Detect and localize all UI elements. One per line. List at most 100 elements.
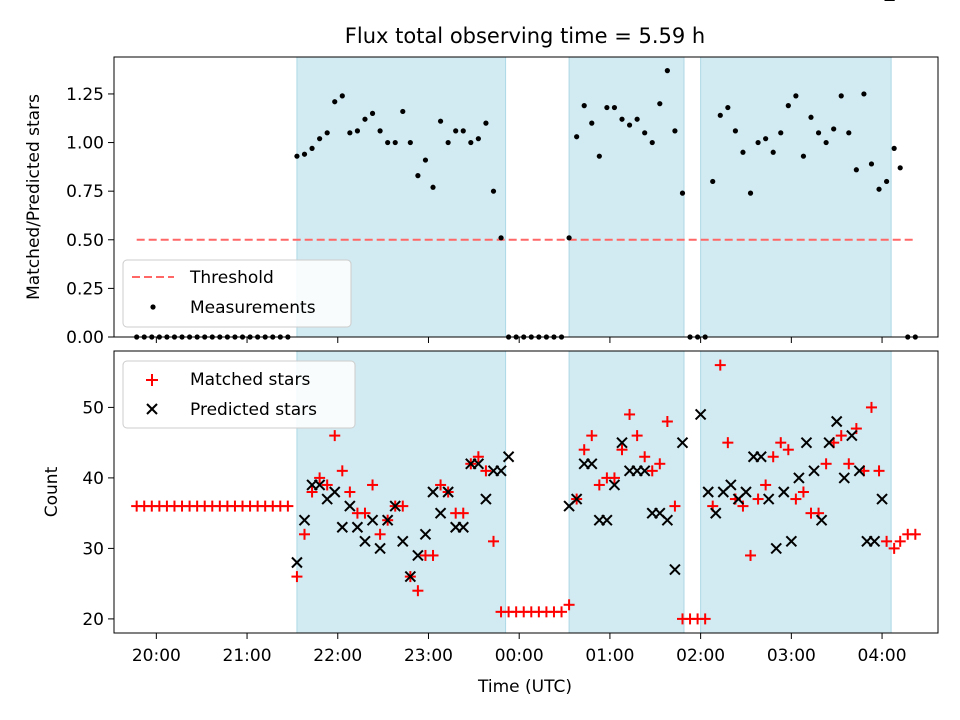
matched-star-marker bbox=[646, 465, 658, 477]
measurement-point bbox=[897, 165, 903, 171]
predicted-star-marker bbox=[366, 514, 379, 526]
measurement-point bbox=[362, 116, 368, 122]
measurement-point bbox=[861, 91, 867, 97]
top-y-tick-label: 0.50 bbox=[66, 231, 104, 251]
matched-star-marker bbox=[745, 549, 757, 561]
matched-star-marker bbox=[760, 479, 772, 491]
measurement-point bbox=[868, 161, 875, 167]
x-tick-label: 21:00 bbox=[223, 646, 272, 666]
predicted-legend-swatch bbox=[146, 403, 158, 415]
predicted-star-marker bbox=[457, 521, 469, 533]
top-y-axis-label: Matched/Predicted stars bbox=[24, 94, 44, 300]
x-tick-label: 01:00 bbox=[585, 646, 634, 666]
matched-star-marker bbox=[578, 444, 590, 456]
bottom-y-tick-label: 30 bbox=[82, 539, 104, 559]
matched-star-marker bbox=[865, 401, 877, 413]
chart-title: Flux total observing time = 5.59 h bbox=[345, 24, 705, 48]
measurement-point bbox=[831, 126, 837, 132]
measurement-point bbox=[309, 145, 315, 151]
x-tick-label: 23:00 bbox=[404, 646, 453, 666]
matched-star-marker bbox=[654, 458, 666, 470]
top-shaded-interval-3 bbox=[700, 56, 892, 338]
measurement-point bbox=[490, 188, 497, 194]
matched-star-marker bbox=[321, 479, 333, 491]
matched-star-marker bbox=[291, 571, 303, 583]
matched-star-marker bbox=[336, 465, 348, 477]
matched-star-marker bbox=[881, 535, 893, 547]
predicted-star-marker bbox=[838, 472, 850, 484]
measurement-point bbox=[604, 104, 610, 111]
x-tick-label: 03:00 bbox=[767, 646, 816, 666]
top-y-tick-label: 0.00 bbox=[66, 328, 104, 348]
predicted-star-marker bbox=[815, 514, 828, 526]
predicted-star-marker bbox=[586, 458, 598, 470]
predicted-stars-markers bbox=[291, 0, 895, 583]
measurement-point bbox=[800, 153, 807, 159]
measurement-point bbox=[747, 190, 754, 196]
x-axis-label: Time (UTC) bbox=[477, 677, 572, 697]
bottom-plot-frame bbox=[113, 350, 939, 634]
matched-star-marker bbox=[314, 472, 326, 484]
predicted-star-marker bbox=[830, 415, 843, 428]
predicted-star-marker bbox=[876, 493, 888, 505]
matched-star-marker bbox=[790, 493, 802, 505]
measurement-point bbox=[717, 112, 723, 118]
top-legend-box bbox=[122, 259, 352, 328]
top-y-ticks: 0.00 0.25 0.50 0.75 1.00 1.25 bbox=[66, 85, 114, 348]
measurement-point bbox=[294, 153, 300, 159]
predicted-star-marker bbox=[823, 436, 835, 449]
measurement-point bbox=[566, 235, 572, 241]
matched-star-marker bbox=[775, 437, 787, 449]
predicted-star-marker bbox=[725, 479, 737, 491]
matched-star-marker bbox=[797, 486, 809, 498]
predicted-star-marker bbox=[412, 549, 424, 562]
measurement-point bbox=[725, 104, 731, 111]
measurement-point bbox=[453, 128, 459, 134]
top-shaded-intervals bbox=[296, 56, 892, 338]
predicted-star-marker bbox=[702, 486, 714, 498]
measurement-point bbox=[422, 157, 429, 163]
matched-star-marker bbox=[616, 444, 628, 456]
matched-star-marker bbox=[282, 500, 294, 512]
matched-star-marker bbox=[374, 528, 386, 540]
predicted-star-marker bbox=[710, 507, 722, 519]
bottom-shaded-interval-3 bbox=[700, 350, 892, 634]
measurement-point bbox=[589, 120, 595, 126]
measurement-point bbox=[891, 145, 897, 151]
measurement-point bbox=[498, 235, 504, 241]
matched-star-marker bbox=[631, 430, 643, 442]
measurement-point bbox=[815, 130, 822, 136]
matched-star-marker bbox=[722, 437, 734, 449]
top-x-ticks bbox=[155, 337, 883, 343]
matched-star-marker bbox=[624, 408, 636, 420]
predicted-star-marker bbox=[351, 521, 364, 533]
predicted-star-marker bbox=[502, 451, 515, 463]
measurement-point bbox=[770, 149, 776, 155]
x-tick-label: 20:00 bbox=[132, 646, 181, 666]
matched-star-marker bbox=[699, 613, 711, 625]
measurement-point bbox=[332, 99, 338, 105]
bottom-x-ticks: 20:00 21:00 22:00 23:00 00:00 01:00 02:00 03:00… bbox=[132, 633, 907, 666]
measurement-point bbox=[324, 130, 330, 136]
measurement-point bbox=[657, 101, 663, 107]
measurement-point bbox=[574, 134, 580, 140]
top-panel: 0.00 0.25 0.50 0.75 1.00 1.25 Matched/Predict… bbox=[24, 56, 939, 348]
predicted-star-marker bbox=[846, 429, 858, 442]
measurement-point bbox=[468, 139, 474, 146]
predicted-star-marker bbox=[785, 535, 798, 548]
measurement-point bbox=[430, 184, 436, 190]
matched-star-marker bbox=[344, 486, 356, 498]
predicted-star-marker bbox=[404, 570, 417, 583]
predicted-star-marker bbox=[389, 500, 401, 512]
bottom-legend-box bbox=[122, 360, 356, 429]
matched-star-marker bbox=[669, 500, 681, 512]
measurement-point bbox=[883, 178, 890, 185]
matched-star-marker bbox=[767, 451, 779, 463]
measurement-point bbox=[664, 68, 670, 74]
matched-star-marker bbox=[457, 507, 469, 519]
predicted-star-marker bbox=[374, 542, 386, 555]
measurement-point bbox=[339, 93, 345, 99]
measurement-point bbox=[672, 128, 678, 134]
matched-star-marker bbox=[306, 486, 318, 498]
measurement-point bbox=[679, 190, 686, 196]
